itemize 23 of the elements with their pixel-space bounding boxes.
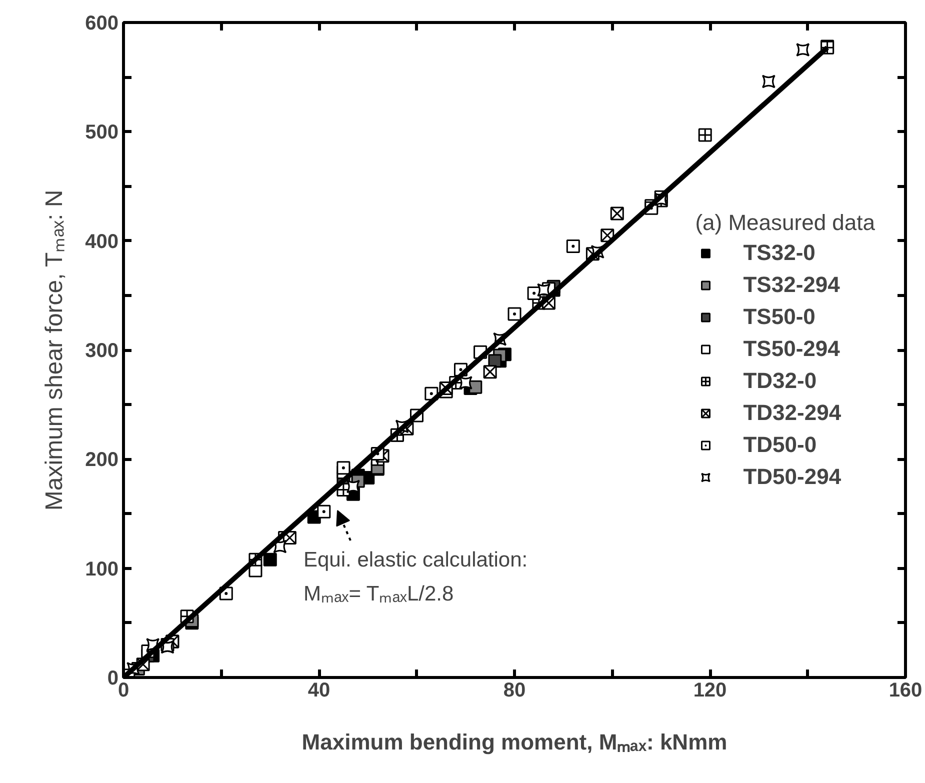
y-tick-label: 400 (85, 230, 119, 253)
y-axis-title: Maximum shear force, Tₘₐₓ: N (41, 190, 68, 511)
y-tick-label: 500 (85, 122, 119, 144)
legend-label: TD32-0 (743, 368, 817, 394)
legend-label: TS32-294 (743, 272, 840, 298)
legend-label: TD32-294 (743, 400, 842, 426)
y-tick-label: 600 (85, 12, 119, 34)
x-tick-label: 80 (503, 680, 526, 702)
x-tick-label: 160 (888, 680, 922, 702)
x-tick-label: 40 (308, 680, 330, 702)
y-tick-label: 100 (85, 558, 119, 580)
legend-label: TD50-0 (743, 432, 817, 458)
annotation: Mₘₐₓ= TₘₐₓL/2.8 (304, 582, 454, 606)
legend-label: TS50-0 (743, 304, 816, 330)
y-tick-label: 300 (85, 340, 119, 362)
legend-label: TS32-0 (743, 240, 816, 266)
x-axis-title: Maximum bending moment, Mₘₐₓ: kNmm (302, 730, 728, 754)
legend-title: (a) Measured data (695, 210, 875, 236)
legend-label: TS50-294 (743, 336, 840, 362)
x-tick-label: 120 (693, 680, 727, 702)
y-tick-label: 200 (85, 449, 119, 472)
legend-label: TD50-294 (743, 464, 842, 490)
annotation: Equi. elastic calculation: (304, 548, 528, 572)
